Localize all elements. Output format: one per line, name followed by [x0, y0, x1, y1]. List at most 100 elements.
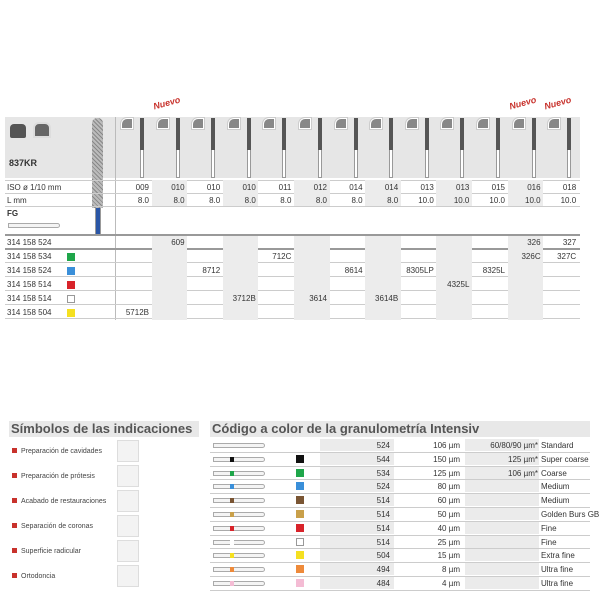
length-value: 8.0	[315, 196, 327, 205]
article-code[interactable]: 8305LP	[406, 266, 434, 275]
length-value: 10.0	[525, 196, 541, 205]
indication-label: Preparación de prótesis	[21, 473, 95, 480]
article-code[interactable]: 5712B	[125, 308, 149, 317]
iso-label: ISO ø 1/10 mm	[7, 183, 62, 192]
shank-icon	[213, 498, 265, 504]
bullet-icon	[12, 473, 17, 478]
indication-item: Ortodoncia	[12, 573, 55, 580]
indication-symbol-icon	[117, 540, 139, 562]
grit-row: 524 80 µm Medium	[210, 480, 590, 495]
article-code[interactable]: 326C	[521, 252, 541, 261]
iso-value: 014	[384, 183, 399, 192]
article-code[interactable]: 609	[171, 238, 185, 247]
grit-name: Coarse	[541, 468, 567, 478]
article-code[interactable]: 8614	[344, 266, 363, 275]
article-code[interactable]: 8325L	[482, 266, 505, 275]
bur-head-icon	[353, 118, 358, 150]
cell-shade	[465, 494, 539, 507]
indication-label: Ortodoncia	[21, 573, 56, 580]
iso-value: 012	[313, 183, 327, 192]
reference-number: 314 158 514	[7, 294, 52, 303]
grit-row: 504 15 µm Extra fine	[210, 549, 590, 564]
reference-number: 314 158 524	[7, 266, 52, 275]
column-shade	[151, 236, 188, 320]
cell-shade	[465, 577, 539, 589]
length-value: 10.0	[489, 196, 505, 205]
grit-code: 524	[376, 441, 390, 450]
iso-value: 011	[278, 183, 292, 192]
length-value: 8.0	[351, 196, 363, 205]
shank-ring	[230, 539, 234, 545]
grit-name: Medium	[541, 482, 570, 492]
bur-head-icon	[211, 118, 216, 150]
grit-color-swatch	[296, 565, 304, 574]
shank-icon	[213, 443, 265, 448]
cell-shade	[465, 563, 539, 576]
bur-image	[92, 118, 103, 208]
bur-shank-icon	[175, 150, 180, 178]
article-code[interactable]: 4325L	[447, 280, 470, 289]
grit-color-swatch	[296, 454, 304, 463]
cell-shade	[320, 549, 394, 562]
indication-icon	[155, 117, 170, 130]
bur-shank-icon	[567, 150, 572, 178]
bur-shank-icon	[318, 150, 322, 178]
indication-icon	[191, 117, 206, 130]
cell-shade	[465, 480, 539, 493]
cell-shade	[320, 439, 394, 451]
iso-value: 009	[135, 183, 149, 192]
grit-size: 106 µm	[433, 441, 460, 450]
color-code-title: Código a color de la granulometría Inten…	[210, 421, 590, 437]
indication-item: Separación de coronas	[12, 523, 93, 530]
shank-icon	[213, 553, 265, 559]
article-code[interactable]: 326	[527, 238, 541, 247]
grit-name: Ultra fine	[541, 565, 574, 575]
indication-icon	[262, 117, 277, 130]
length-value: 10.0	[453, 196, 470, 205]
length-value: 8.0	[244, 196, 256, 205]
grit-size: 40 µm	[437, 523, 460, 533]
article-code[interactable]: 712C	[272, 252, 292, 261]
article-code[interactable]: 3614B	[375, 294, 399, 303]
grit-row: 494 8 µm Ultra fine	[210, 563, 590, 577]
row-divider	[5, 318, 580, 319]
row-divider	[5, 193, 580, 194]
bur-head-icon	[175, 118, 180, 150]
reference-number: 314 158 524	[7, 238, 52, 247]
bur-shank-icon	[140, 150, 144, 178]
grit-code: 514	[376, 523, 390, 533]
grit-size: 150 µm	[433, 454, 460, 464]
article-code[interactable]: 327	[562, 238, 577, 247]
grit-color-swatch	[67, 309, 75, 317]
article-code[interactable]: 3614	[309, 294, 327, 303]
row-divider	[5, 262, 580, 263]
article-code[interactable]: 3712B	[232, 294, 256, 303]
indication-item: Preparación de cavidades	[12, 448, 102, 455]
cell-shade	[465, 439, 539, 451]
cell-shade	[320, 452, 394, 465]
row-divider	[5, 180, 580, 181]
fg-shank-icon	[8, 223, 60, 228]
grit-color-swatch	[296, 523, 304, 532]
indication-symbol-icon	[117, 515, 139, 537]
article-code[interactable]: 8712	[202, 266, 221, 275]
cell-shade	[320, 494, 394, 507]
length-value: 8.0	[173, 196, 185, 205]
indication-symbol-icon	[117, 465, 139, 487]
column-shade	[294, 236, 330, 320]
grit-size: 80 µm	[437, 482, 460, 492]
cell-shade	[320, 577, 394, 589]
column-shade	[507, 180, 544, 206]
grit-name: Golden Burs GB	[541, 510, 600, 519]
cell-shade	[465, 521, 539, 534]
article-code[interactable]: 327C	[557, 252, 577, 261]
column-shade	[507, 236, 544, 320]
shank-icon	[213, 470, 265, 476]
grit-name: Ultra fine	[541, 579, 574, 588]
grit-size: 15 µm	[437, 551, 460, 561]
grit-color-swatch	[296, 551, 304, 560]
nuevo-badge: Nuevo	[507, 94, 537, 112]
grit-row: 484 4 µm Ultra fine	[210, 577, 590, 591]
row-divider	[5, 206, 580, 207]
grit-name: Fine	[541, 537, 557, 547]
